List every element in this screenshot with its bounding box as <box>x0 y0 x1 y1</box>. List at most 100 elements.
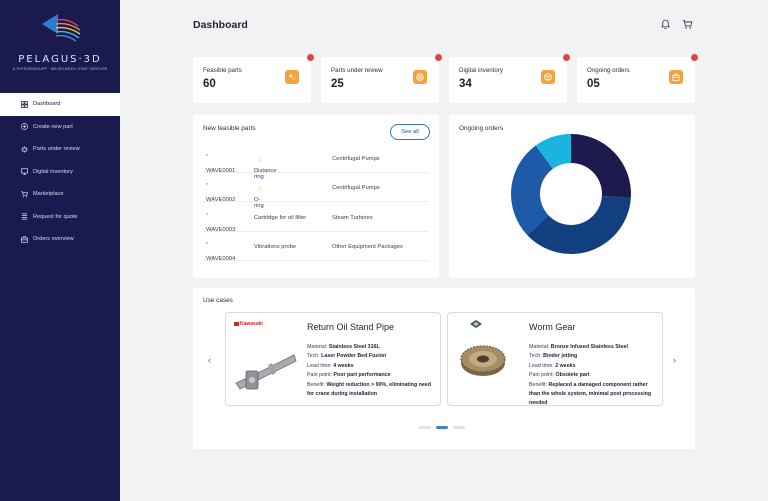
cart-icon[interactable] <box>682 19 693 30</box>
part-code: WAVE0002 <box>206 197 236 203</box>
stat-card-feasible-parts[interactable]: Feasible parts 60 <box>193 54 314 103</box>
feasible-parts-panel: New feasible parts See all WAVE0001 * Dis… <box>193 115 439 278</box>
list-icon <box>20 213 28 221</box>
panel-title: Use cases <box>203 297 233 304</box>
ongoing-orders-panel: Ongoing orders To confirmIn productionQu… <box>449 115 695 377</box>
donut-slice-quality-review[interactable] <box>511 145 553 236</box>
use-case-card[interactable]: Kawasaki Return Oil Stand Pipe Material:… <box>225 312 441 406</box>
plus-circle-icon <box>20 123 28 131</box>
stat-card-ongoing-orders[interactable]: Ongoing orders 05 <box>577 54 698 103</box>
bell-icon[interactable] <box>660 19 671 30</box>
carousel-next-button[interactable]: › <box>673 355 676 365</box>
detail-tech: Tech: Laser Powder Bed Fusion <box>307 353 387 360</box>
stat-value: 60 <box>203 78 216 90</box>
panel-title: New feasible parts <box>203 125 256 132</box>
part-name: Distance ring <box>254 168 277 180</box>
carousel-dot[interactable] <box>419 426 431 429</box>
stat-value: 05 <box>587 78 600 90</box>
star-icon[interactable]: ☆ <box>257 186 264 193</box>
part-application: Centrifugal Pumps <box>332 156 380 162</box>
sidebar-nav: Dashboard Create new part Parts under re… <box>0 93 120 251</box>
detail-lead-time: Lead time: 2 weeks <box>529 362 576 369</box>
sidebar-item-digital-inventory[interactable]: Digital inventory <box>0 161 120 184</box>
carousel-dot[interactable] <box>436 426 448 429</box>
part-application: Centrifugal Pumps <box>332 185 380 191</box>
pelagus-logo-icon <box>42 14 81 42</box>
part-name: Cartridge for oil filter <box>254 215 307 221</box>
table-row[interactable]: WAVE0002 * O-ring ☆ Centrifugal Pumps <box>203 173 429 209</box>
required-marker: * <box>206 154 208 160</box>
detail-benefit: Benefit: Replaced a damaged component ra… <box>529 381 652 407</box>
table-row[interactable]: WAVE0004 * Vibrations probe Other Equipme… <box>203 232 429 262</box>
use-case-title: Worm Gear <box>529 322 576 332</box>
bag-icon <box>669 70 683 84</box>
notification-dot <box>435 54 442 61</box>
sidebar-item-label: Create new part <box>33 123 73 130</box>
part-name: O-ring <box>254 197 264 209</box>
sidebar-item-label: Dashboard <box>33 101 61 108</box>
sidebar-item-label: Marketplace <box>33 191 64 198</box>
required-marker: * <box>206 213 208 219</box>
sidebar-item-create-new-part[interactable]: Create new part <box>0 116 120 139</box>
sidebar-item-label: Orders overview <box>33 236 74 243</box>
donut-slice-to-confirm[interactable] <box>571 134 631 198</box>
part-application: Steam Turbines <box>332 215 373 221</box>
part-code: WAVE0003 <box>206 227 236 233</box>
stat-label: Ongoing orders <box>587 67 630 74</box>
table-row[interactable]: WAVE0001 * Distance ring ☆ Centrifugal Pum… <box>203 144 429 180</box>
worm-gear-image <box>460 345 506 376</box>
detail-pain-point: Pain point: Poor part performance <box>307 372 391 379</box>
cart-icon <box>20 190 28 198</box>
donut-chart <box>511 134 631 255</box>
cube-icon <box>541 70 555 84</box>
detail-benefit: Benefit: Weight reduction > 90%, elimina… <box>307 381 431 398</box>
donut-slice-in-production[interactable] <box>527 195 631 255</box>
stat-card-digital-inventory[interactable]: Digital inventory 34 <box>449 54 570 103</box>
part-code: WAVE0004 <box>206 256 236 262</box>
carousel-pagination <box>419 426 470 429</box>
part-name: Vibrations probe <box>254 244 297 250</box>
detail-tech: Tech: Binder jetting <box>529 353 578 360</box>
stat-card-parts-under-review[interactable]: Parts under review 25 <box>321 54 442 103</box>
notification-dot <box>563 54 570 61</box>
sidebar-item-marketplace[interactable]: Marketplace <box>0 183 120 206</box>
detail-lead-time: Lead time: 4 weeks <box>307 362 354 369</box>
use-case-logo-text: Kawasaki <box>240 321 263 327</box>
stat-label: Digital inventory <box>459 67 504 74</box>
gear-icon <box>20 145 28 153</box>
detail-pain-point: Pain point: Obsolete part <box>529 372 590 379</box>
sidebar-item-label: Parts under review <box>33 146 80 153</box>
star-icon[interactable]: ☆ <box>257 157 264 164</box>
brand-logo[interactable]: PELAGUS·3D A THYSSENKRUPP · WILHELMSEN J… <box>0 10 120 71</box>
notification-dot <box>691 54 698 61</box>
stat-label: Parts under review <box>331 67 383 74</box>
briefcase-icon <box>20 235 28 243</box>
company-logo-icon <box>470 320 482 328</box>
page-title: Dashboard <box>193 19 248 31</box>
kawasaki-mark-icon <box>234 321 239 326</box>
part-application: Other Equipment Packages <box>332 244 403 250</box>
see-all-button[interactable]: See all <box>390 124 430 140</box>
part-code: WAVE0001 <box>206 168 236 174</box>
use-case-details: Material: Stainless Steel 316L Tech: Las… <box>307 343 435 399</box>
sidebar-item-parts-under-review[interactable]: Parts under review <box>0 138 120 161</box>
use-case-details: Material: Bronze Infused Stainless Steel… <box>529 343 657 409</box>
stat-label: Feasible parts <box>203 67 242 74</box>
carousel-dot[interactable] <box>453 426 465 429</box>
stand-pipe-image <box>235 354 297 390</box>
sidebar-item-label: Request for quote <box>33 213 78 220</box>
detail-material: Material: Bronze Infused Stainless Steel <box>529 344 628 350</box>
sidebar-item-request-for-quote[interactable]: Request for quote <box>0 206 120 229</box>
kawasaki-logo: Kawasaki <box>234 321 263 327</box>
donut-slice-shipped[interactable] <box>535 134 571 169</box>
sidebar-item-dashboard[interactable]: Dashboard <box>0 93 120 116</box>
table-row[interactable]: WAVE0003 * Cartridge for oil filter Steam… <box>203 203 429 233</box>
grid-icon <box>20 100 28 108</box>
carousel-prev-button[interactable]: ‹ <box>208 355 211 365</box>
brand-name: PELAGUS·3D <box>18 54 102 65</box>
use-case-card[interactable]: Worm Gear Material: Bronze Infused Stain… <box>447 312 663 406</box>
chart-title: Ongoing orders <box>459 125 504 132</box>
sidebar-item-orders-overview[interactable]: Orders overview <box>0 228 120 251</box>
brand-tagline: A THYSSENKRUPP · WILHELMSEN JOINT VENTUR… <box>12 67 108 71</box>
stat-value: 25 <box>331 78 344 90</box>
